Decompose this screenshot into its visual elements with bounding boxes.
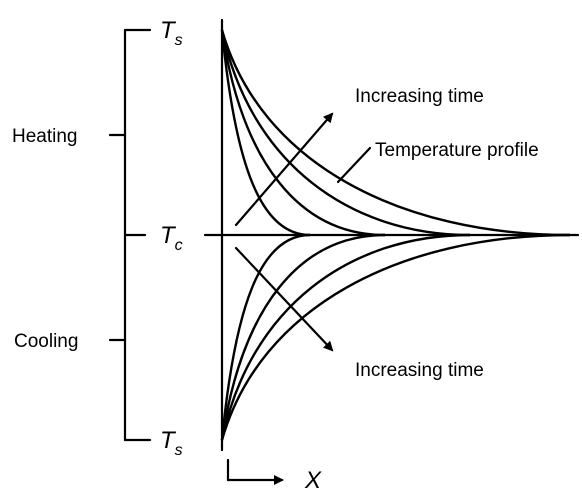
heating-cooling-bracket bbox=[108, 28, 152, 442]
surface-temperature-top-label: Ts bbox=[160, 17, 183, 49]
cooling-profile-curve-3 bbox=[220, 233, 471, 441]
temperature-profile-pointer bbox=[336, 146, 372, 184]
cooling-label: Cooling bbox=[14, 331, 78, 352]
cooling-profile-curve-1 bbox=[220, 233, 311, 441]
heating-label: Heating bbox=[12, 126, 78, 147]
x-axis-indicator: X bbox=[226, 458, 322, 490]
heating-profile-curve-1 bbox=[220, 29, 311, 237]
heating-profile-curve-4 bbox=[220, 29, 571, 237]
increasing-time-arrow-heating bbox=[234, 112, 334, 227]
heating-profile-curve-2 bbox=[220, 29, 386, 237]
center-temperature-label: Tc bbox=[160, 222, 183, 254]
increasing-time-arrow-cooling bbox=[234, 246, 334, 352]
increasing-time-label-bottom: Increasing time bbox=[355, 360, 484, 381]
surface-temperature-bottom-label: Ts bbox=[160, 427, 183, 459]
heating-profile-curve-3 bbox=[220, 29, 471, 237]
increasing-time-label-top: Increasing time bbox=[355, 86, 484, 107]
temperature-profile-label: Temperature profile bbox=[375, 140, 539, 161]
x-axis-label: X bbox=[304, 467, 322, 490]
cooling-profile-curve-4 bbox=[220, 233, 571, 441]
cooling-profile-curves bbox=[220, 233, 571, 441]
cooling-profile-curve-2 bbox=[220, 233, 386, 441]
heating-profile-curves bbox=[220, 29, 571, 237]
